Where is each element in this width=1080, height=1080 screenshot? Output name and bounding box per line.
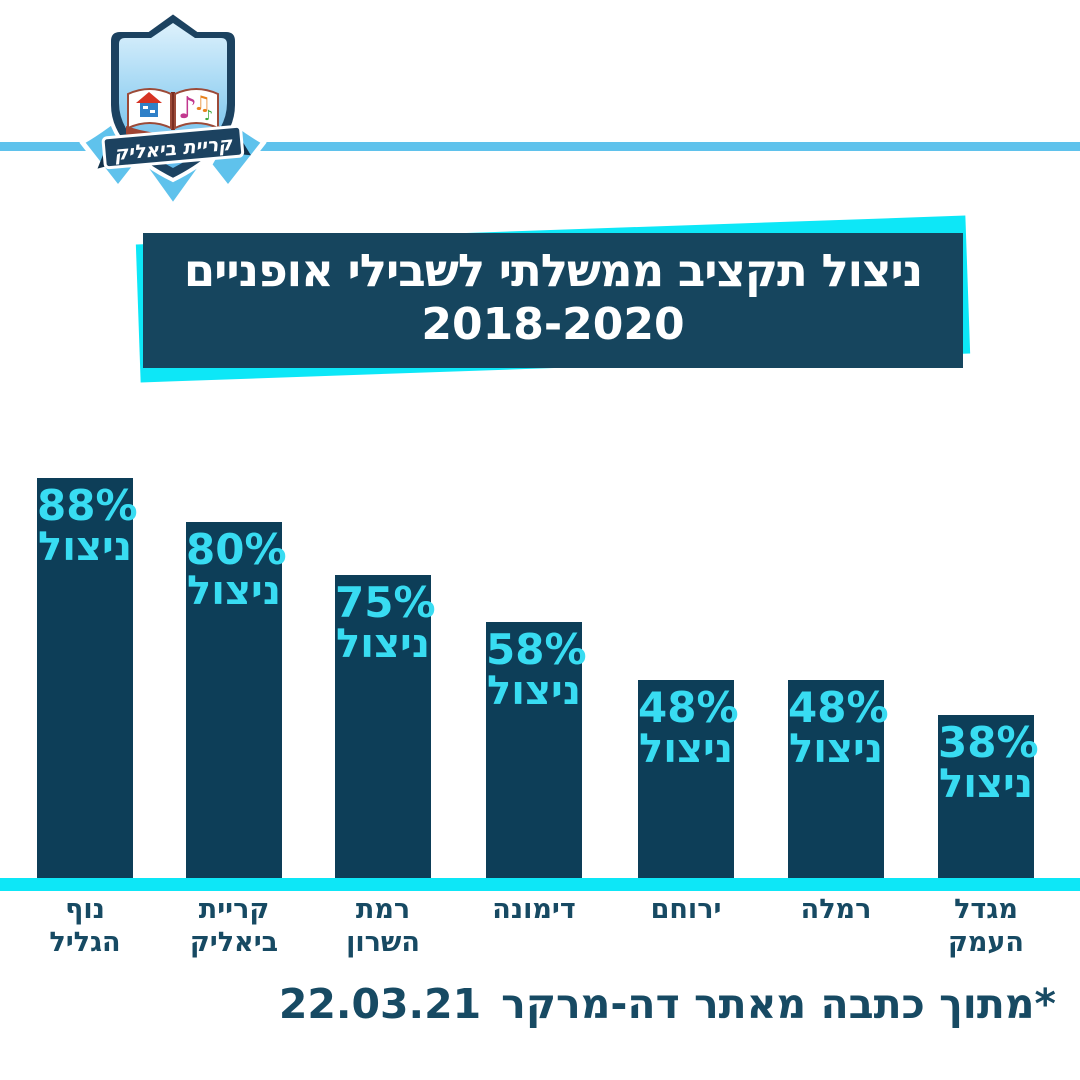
source-text: *מתוך כתבה מאתר דה-מרקר bbox=[501, 980, 1056, 1028]
bar-value-label: 88% bbox=[37, 481, 138, 530]
page-title-years: 2018-2020 bbox=[421, 299, 685, 350]
bar-value-suffix: ניצול bbox=[789, 726, 883, 772]
logo-ribbon: קריית ביאליק bbox=[97, 124, 251, 170]
bar-value-suffix: ניצול bbox=[639, 726, 733, 772]
bar-value-label: 48% bbox=[788, 683, 889, 732]
source-note: *מתוך כתבה מאתר דה-מרקר 22.03.21 bbox=[279, 980, 1056, 1028]
house-icon bbox=[136, 92, 162, 117]
category-label: נוף הגליל bbox=[49, 894, 121, 958]
bar-value-label: 75% bbox=[335, 578, 436, 627]
bar: 48% ניצול bbox=[788, 680, 889, 878]
category-label: רמת השרון bbox=[346, 894, 420, 958]
bar-value-suffix: ניצול bbox=[939, 761, 1033, 807]
bar: 75% ניצול bbox=[335, 575, 436, 878]
category-label: ירוחם bbox=[650, 894, 722, 925]
bar-value-label: 38% bbox=[938, 718, 1039, 767]
category-label: רמלה bbox=[800, 894, 872, 925]
bar-value-label: 58% bbox=[486, 625, 587, 674]
x-axis-line bbox=[0, 878, 1080, 891]
open-book-icon: ♪ ♫ ♪ bbox=[126, 88, 220, 142]
header-stripe bbox=[0, 142, 1080, 151]
bar-value-label: 80% bbox=[186, 525, 287, 574]
source-date: 22.03.21 bbox=[278, 980, 482, 1028]
category-label: קריית ביאליק bbox=[189, 894, 279, 958]
kiryat-bialik-logo: ♪ ♫ ♪ קריית ביאליק bbox=[79, 9, 267, 208]
music-notes-icon: ♪ ♫ ♪ bbox=[178, 91, 213, 126]
bar: 88% ניצול bbox=[37, 478, 138, 878]
svg-text:♪: ♪ bbox=[178, 91, 197, 126]
svg-text:♪: ♪ bbox=[204, 108, 213, 124]
bar: 80% ניצול bbox=[186, 522, 287, 878]
bar-value-label: 48% bbox=[638, 683, 739, 732]
bar-value-suffix: ניצול bbox=[487, 668, 581, 714]
title-banner: ניצול תקציב ממשלתי לשבילי אופניים 2018-2… bbox=[143, 233, 963, 368]
bar: 38% ניצול bbox=[938, 715, 1039, 878]
category-label: מגדל העמק bbox=[948, 894, 1024, 958]
bar-value-suffix: ניצול bbox=[187, 568, 281, 614]
page-title: ניצול תקציב ממשלתי לשבילי אופניים bbox=[183, 244, 923, 297]
bar: 58% ניצול bbox=[486, 622, 587, 878]
category-label: דימונה bbox=[492, 894, 576, 925]
bar-value-suffix: ניצול bbox=[38, 524, 132, 570]
bar: 48% ניצול bbox=[638, 680, 739, 878]
svg-text:♫: ♫ bbox=[193, 91, 211, 115]
bar-value-suffix: ניצול bbox=[336, 621, 430, 667]
